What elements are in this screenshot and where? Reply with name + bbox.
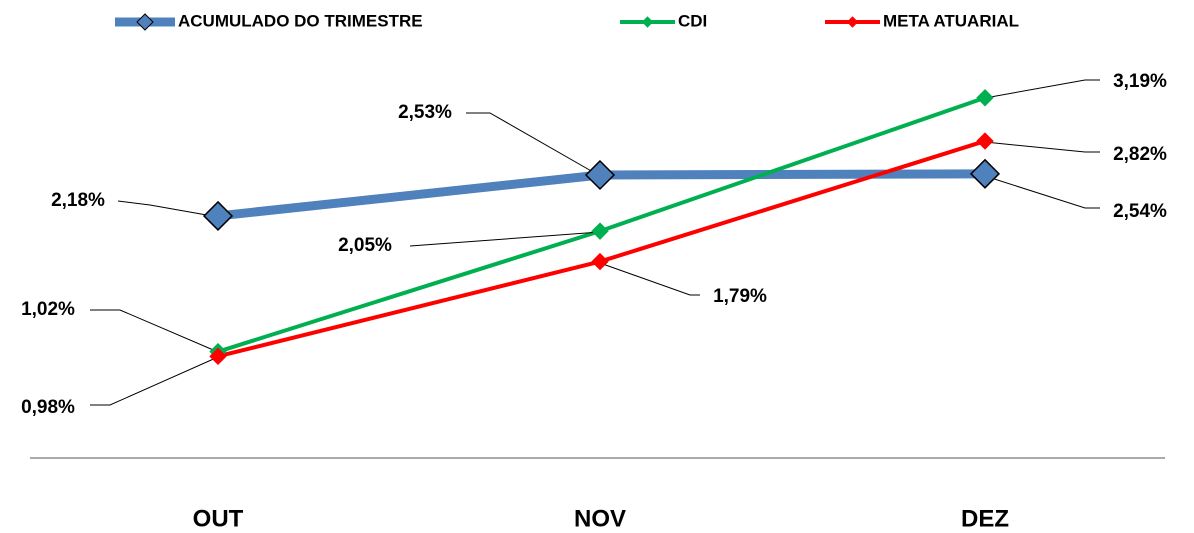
data-point	[591, 252, 609, 271]
leader-line	[599, 262, 700, 296]
data-label: 2,05%	[338, 235, 392, 256]
legend-marker	[136, 13, 154, 31]
data-point	[976, 89, 994, 107]
x-tick-label: DEZ	[961, 505, 1009, 532]
data-point	[209, 347, 227, 366]
leader-line	[984, 175, 1100, 209]
data-point	[202, 200, 234, 232]
leader-line	[984, 141, 1100, 153]
data-point	[969, 158, 1001, 189]
data-label: 2,18%	[51, 190, 105, 211]
data-label: 2,53%	[398, 102, 452, 123]
data-label: 2,82%	[1113, 144, 1167, 165]
data-label: 3,19%	[1113, 71, 1167, 92]
legend-label: CDI	[678, 11, 707, 30]
leader-line	[90, 309, 219, 353]
x-tick-label: OUT	[193, 505, 244, 532]
leader-line	[409, 231, 601, 247]
legend-marker	[846, 16, 859, 28]
data-point	[584, 159, 616, 191]
data-label: 1,79%	[713, 286, 767, 307]
leader-line	[466, 112, 601, 177]
leader-line	[117, 200, 219, 218]
legend-label: META ATUARIAL	[883, 11, 1019, 30]
data-point	[591, 222, 609, 240]
data-label: 2,54%	[1113, 201, 1167, 222]
data-label: 1,02%	[21, 299, 75, 320]
data-label: 0,98%	[21, 397, 75, 418]
leader-line	[90, 356, 219, 406]
x-tick-label: NOV	[574, 505, 626, 532]
legend-marker	[641, 16, 654, 28]
leader-line	[984, 79, 1100, 99]
legend-label: ACUMULADO DO TRIMESTRE	[178, 11, 423, 30]
data-point	[976, 132, 994, 150]
